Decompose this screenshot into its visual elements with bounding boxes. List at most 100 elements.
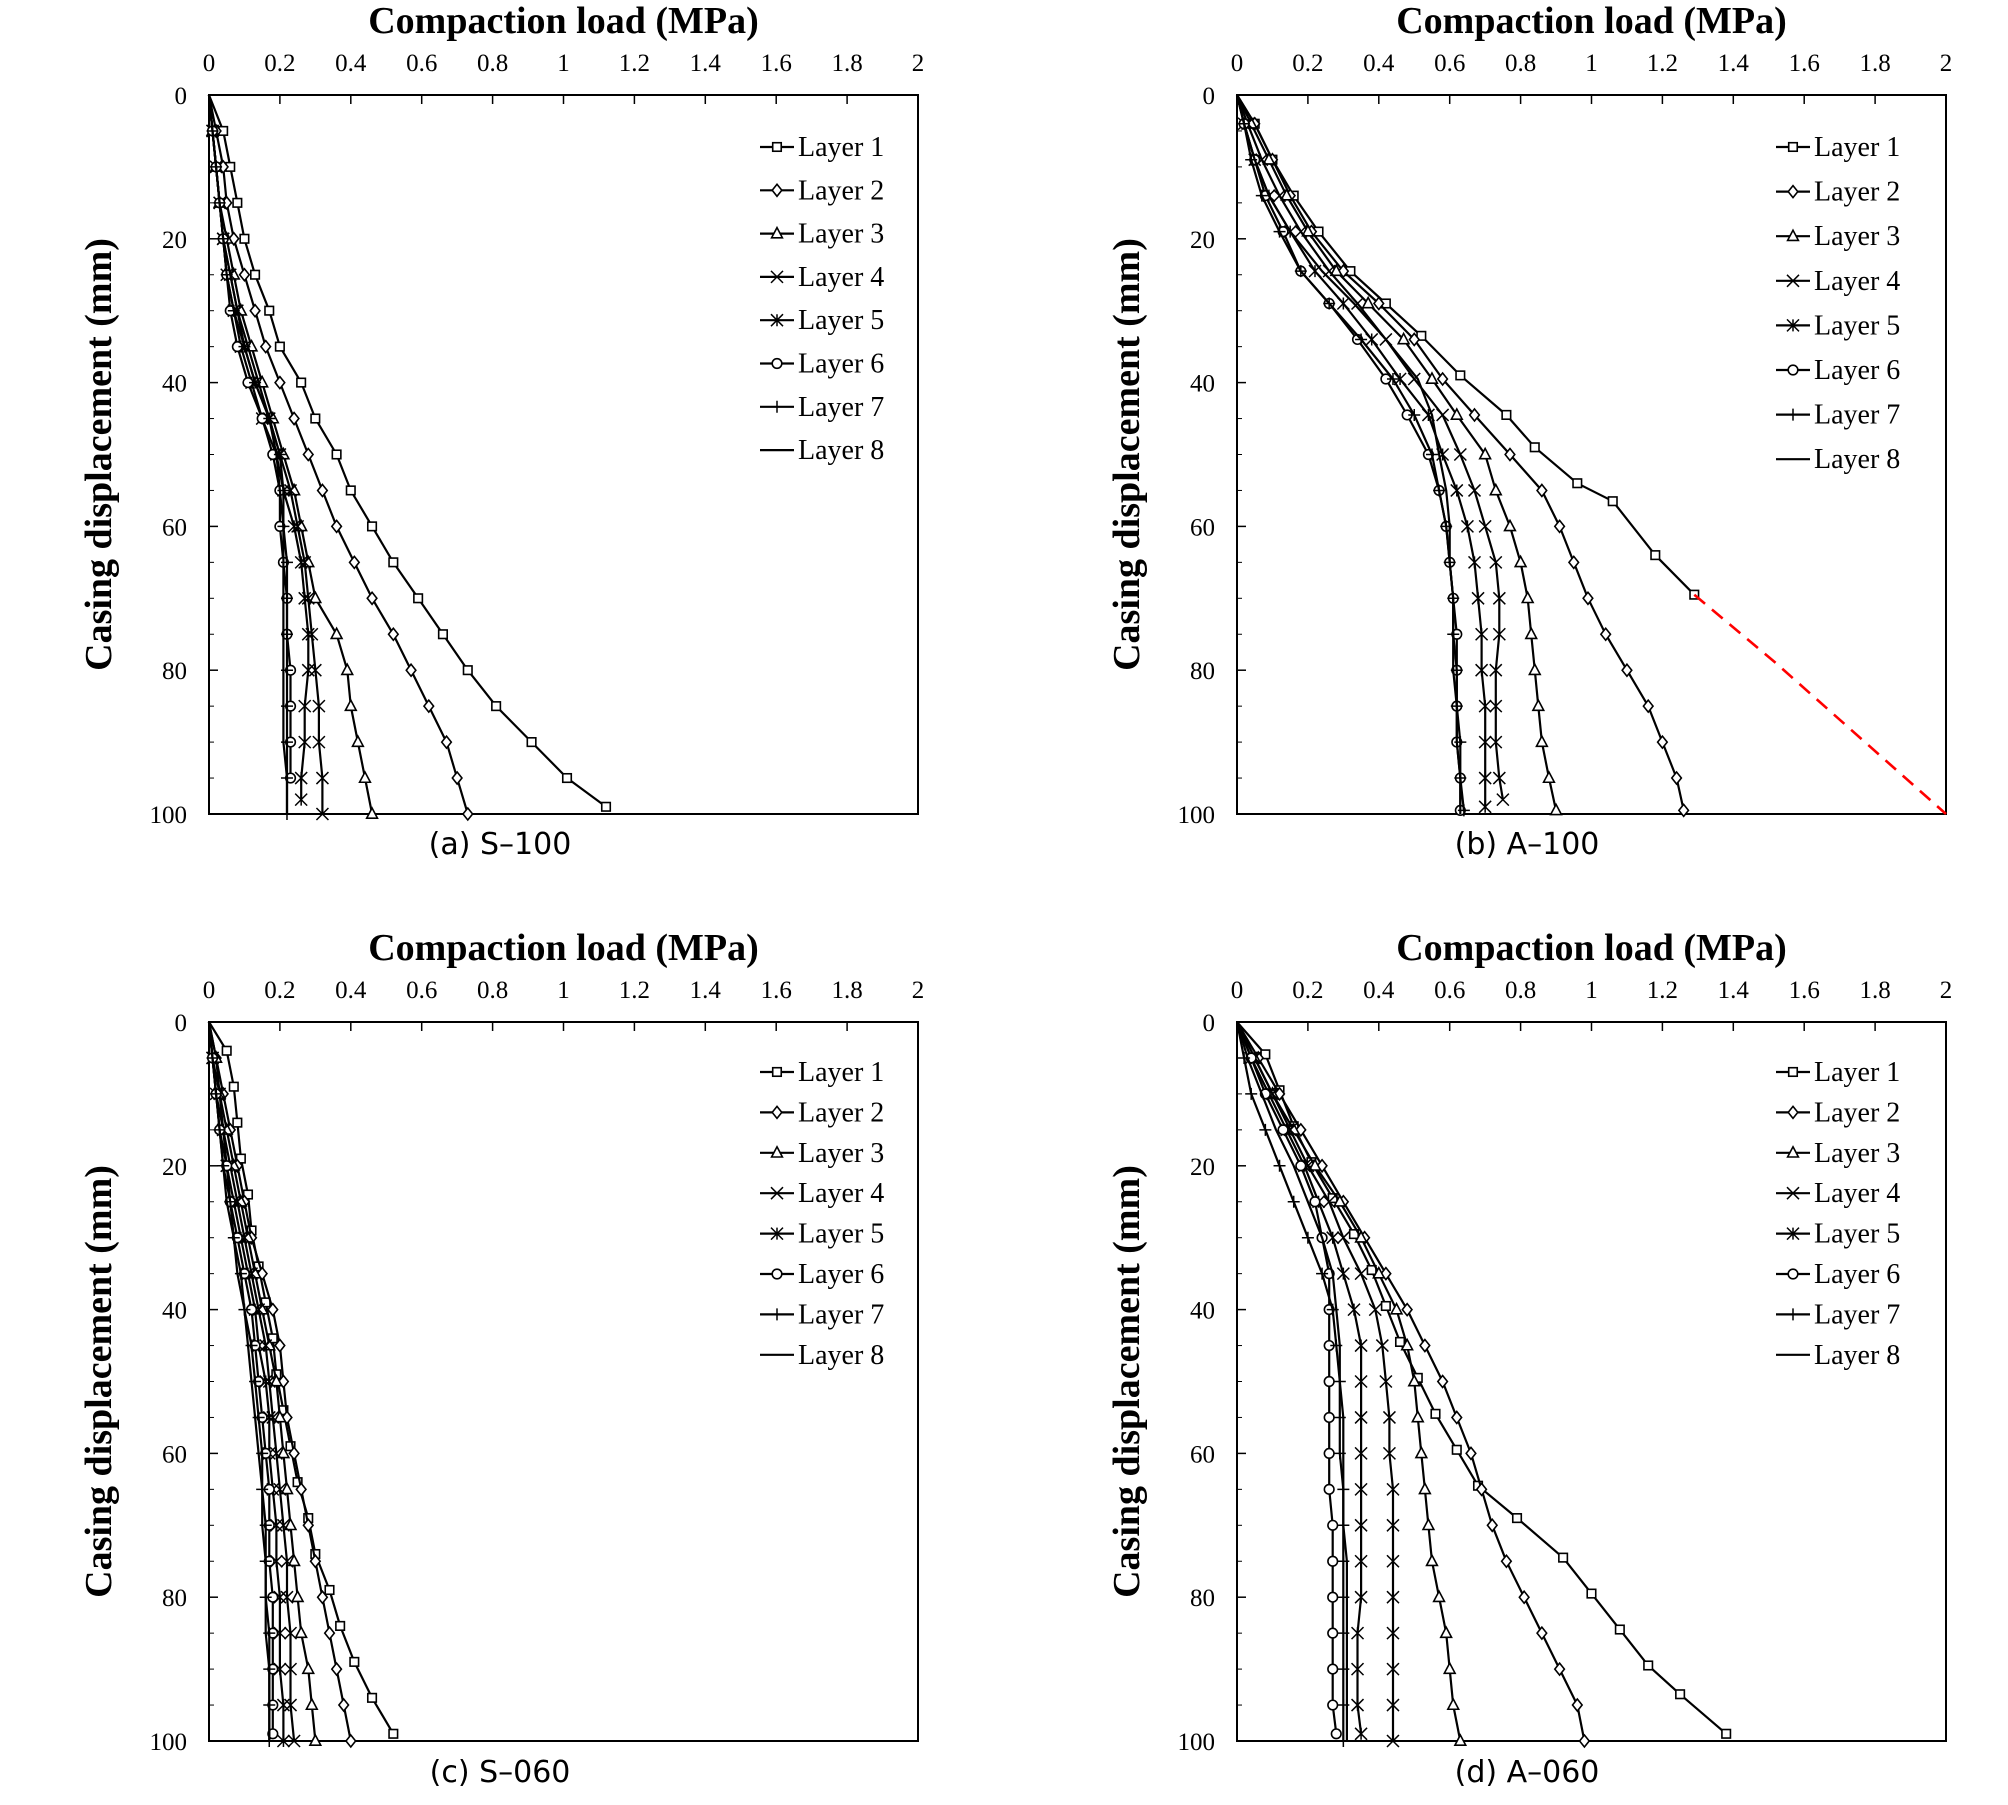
- x-tick-label: 0: [1231, 50, 1244, 77]
- legend-label: Layer 7: [798, 392, 884, 423]
- x-tick-label: 1.2: [1647, 50, 1678, 77]
- data-point-marker: [1492, 771, 1506, 785]
- legend-marker: [1786, 1186, 1800, 1200]
- series-layer-2: [207, 1021, 357, 1749]
- legend-marker: [771, 1268, 783, 1280]
- y-tick-label: 60: [1190, 514, 1215, 541]
- data-point-marker: [302, 447, 315, 462]
- y-tick-label: 60: [1190, 1441, 1215, 1468]
- data-point-marker: [1301, 1231, 1314, 1244]
- data-point-marker: [1408, 332, 1421, 347]
- data-point-marker: [1354, 1410, 1368, 1424]
- data-point-marker: [1656, 734, 1669, 750]
- data-point-marker: [561, 772, 573, 784]
- data-point-marker: [1336, 296, 1350, 311]
- data-point-marker: [1375, 1339, 1389, 1353]
- series-layer-4: [1235, 94, 1510, 807]
- data-point-marker: [1578, 1733, 1591, 1749]
- y-axis-title: Casing displacement (mm): [1106, 1165, 1148, 1598]
- data-point-marker: [1614, 1624, 1625, 1635]
- data-point-marker: [491, 701, 502, 712]
- data-point-marker: [405, 662, 417, 678]
- legend-marker: [1786, 1227, 1800, 1241]
- data-point-marker: [1308, 1158, 1322, 1171]
- x-tick-label: 0.4: [1363, 50, 1395, 77]
- legend-marker: [1787, 1066, 1799, 1078]
- data-point-marker: [1354, 1446, 1368, 1460]
- data-point-marker: [1347, 1303, 1361, 1317]
- data-point-marker: [1350, 1698, 1365, 1712]
- data-point-marker: [1425, 448, 1438, 461]
- panel-caption: (d) A–060: [1455, 1755, 1600, 1790]
- legend-label: Layer 6: [1814, 355, 1900, 386]
- legend-marker: [1786, 318, 1800, 332]
- legend-label: Layer 1: [798, 132, 884, 163]
- series-layer-8: [1235, 94, 1462, 814]
- data-point-marker: [1465, 1446, 1477, 1461]
- data-point-marker: [310, 413, 321, 424]
- data-point-marker: [1245, 1087, 1258, 1100]
- data-point-marker: [1467, 483, 1482, 497]
- data-point-marker: [1442, 1661, 1457, 1675]
- plot-area-frame: [208, 1021, 919, 1742]
- data-point-marker: [1327, 1519, 1339, 1531]
- legend-label: Layer 5: [798, 1219, 884, 1250]
- data-point-marker: [1380, 1300, 1391, 1312]
- data-point-marker: [1571, 1697, 1584, 1713]
- data-point-marker: [288, 1446, 300, 1461]
- data-point-marker: [1489, 699, 1503, 713]
- data-point-marker: [273, 1409, 287, 1423]
- data-point-marker: [301, 663, 315, 677]
- legend-label: Layer 8: [798, 435, 884, 466]
- data-point-marker: [316, 483, 329, 498]
- data-point-marker: [1323, 1411, 1335, 1424]
- data-point-marker: [1277, 1124, 1289, 1136]
- series-line: [1235, 1021, 1348, 1741]
- data-point-marker: [1336, 1231, 1350, 1245]
- series-layer-8: [207, 94, 289, 814]
- data-point-marker: [296, 377, 307, 388]
- data-point-marker: [1294, 225, 1308, 239]
- data-point-marker: [1386, 1698, 1400, 1712]
- x-tick-label: 1.4: [690, 977, 722, 1004]
- data-point-marker: [1330, 1728, 1342, 1740]
- y-tick-label: 0: [1203, 83, 1216, 110]
- x-tick-label: 0: [203, 977, 216, 1004]
- x-tick-label: 0.2: [1292, 977, 1323, 1004]
- data-point-marker: [1451, 1444, 1462, 1455]
- legend-marker: [771, 1105, 783, 1120]
- x-tick-label: 0.2: [264, 977, 295, 1004]
- x-tick-label: 1: [1585, 977, 1598, 1004]
- x-tick-label: 1.8: [1859, 977, 1890, 1004]
- data-point-marker: [1418, 1481, 1432, 1495]
- chart-panel: 0 0.2 0.4 0.6 0.8 1 1.2 1.4 1.6 1.8 2020406080100C…: [78, 0, 924, 862]
- series-layer-2: [1236, 94, 1690, 818]
- data-point-marker: [1255, 189, 1268, 202]
- data-point-marker: [1677, 803, 1690, 818]
- data-point-marker: [285, 1441, 296, 1452]
- data-point-marker: [329, 626, 344, 640]
- legend-label: Layer 7: [1814, 1299, 1900, 1330]
- data-point-marker: [1436, 371, 1449, 387]
- legend-label: Layer 7: [1814, 400, 1900, 431]
- x-tick-label: 1.8: [1859, 50, 1890, 77]
- x-tick-label: 2: [1940, 50, 1953, 77]
- data-point-marker: [1478, 771, 1492, 785]
- data-point-marker: [330, 519, 343, 534]
- data-point-marker: [1567, 555, 1580, 570]
- series-layer-3: [1236, 94, 1563, 816]
- legend-label: Layer 7: [798, 1299, 884, 1330]
- data-point-marker: [1400, 1337, 1414, 1351]
- data-point-marker: [1323, 1447, 1335, 1459]
- data-point-marker: [1425, 1553, 1439, 1567]
- legend-label: Layer 8: [798, 1340, 884, 1371]
- data-point-marker: [1382, 1446, 1396, 1460]
- legend-marker: [1786, 1145, 1800, 1158]
- y-tick-label: 0: [1203, 1010, 1216, 1037]
- legend-label: Layer 4: [798, 1178, 884, 1209]
- data-point-marker: [232, 197, 243, 208]
- x-tick-label: 0.2: [264, 50, 295, 77]
- data-point-marker: [1513, 554, 1528, 568]
- x-tick-label: 0.6: [1434, 977, 1465, 1004]
- data-point-marker: [366, 521, 378, 532]
